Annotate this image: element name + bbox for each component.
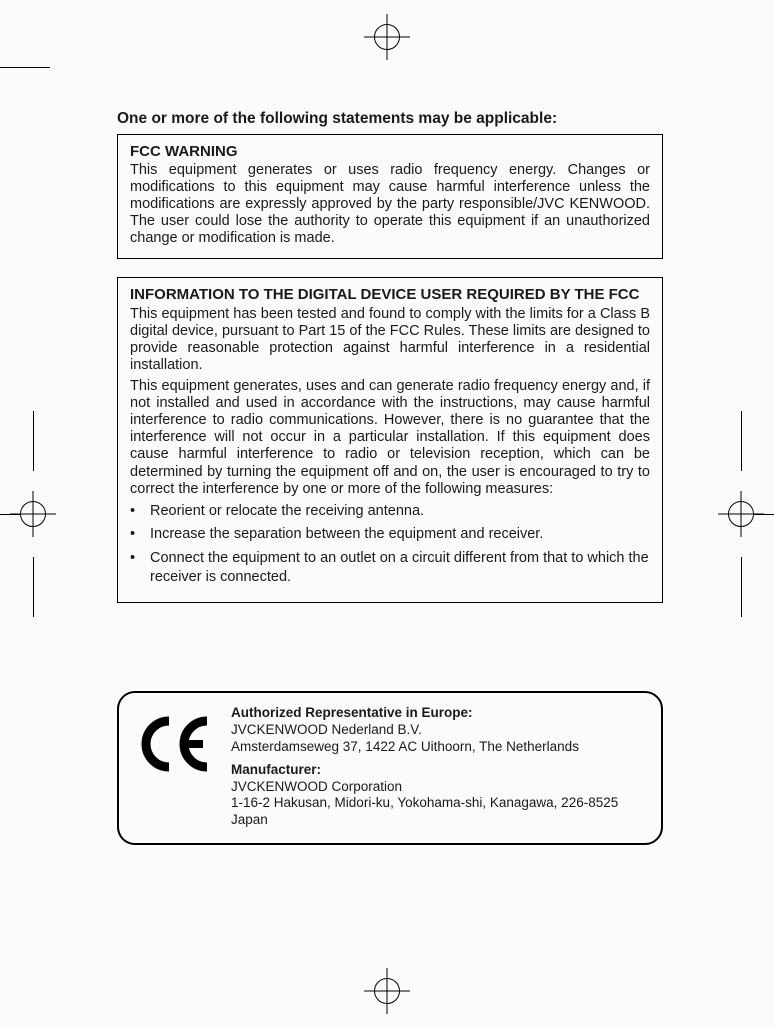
fcc-warning-title: FCC WARNING [130, 143, 650, 160]
ce-text: Authorized Representative in Europe: JVC… [231, 705, 645, 829]
fcc-info-bullets: Reorient or relocate the receiving anten… [130, 502, 650, 588]
fcc-info-box: INFORMATION TO THE DIGITAL DEVICE USER R… [117, 277, 663, 603]
ce-rep-block: Authorized Representative in Europe: JVC… [231, 705, 645, 756]
registration-mark-left [20, 501, 46, 527]
page: One or more of the following statements … [0, 0, 774, 1028]
ce-box: Authorized Representative in Europe: JVC… [117, 691, 663, 845]
ce-rep-address: Amsterdamseweg 37, 1422 AC Uithoorn, The… [231, 739, 645, 756]
content-area: One or more of the following statements … [117, 110, 663, 845]
ce-rep-label: Authorized Representative in Europe: [231, 705, 645, 722]
ce-mark-icon [135, 705, 215, 778]
page-heading: One or more of the following statements … [117, 110, 663, 128]
fcc-info-title: INFORMATION TO THE DIGITAL DEVICE USER R… [130, 286, 650, 304]
ce-mfr-block: Manufacturer: JVCKENWOOD Corporation 1-1… [231, 762, 645, 830]
ce-rep-company: JVCKENWOOD Nederland B.V. [231, 722, 645, 739]
fcc-warning-box: FCC WARNING This equipment generates or … [117, 134, 663, 259]
crop-line [0, 67, 50, 68]
bullet-item: Increase the separation between the equi… [130, 525, 650, 545]
ce-mfr-company: JVCKENWOOD Corporation [231, 779, 645, 796]
fcc-warning-body: This equipment generates or uses radio f… [130, 162, 650, 248]
ce-mfr-label: Manufacturer: [231, 762, 645, 779]
bullet-item: Connect the equipment to an outlet on a … [130, 549, 650, 588]
fcc-info-p1: This equipment has been tested and found… [130, 306, 650, 374]
registration-mark-top [374, 24, 400, 50]
registration-mark-right [728, 501, 754, 527]
ce-mfr-address: 1-16-2 Hakusan, Midori-ku, Yokohama-shi,… [231, 795, 645, 829]
bullet-item: Reorient or relocate the receiving anten… [130, 502, 650, 522]
fcc-info-p2: This equipment generates, uses and can g… [130, 378, 650, 498]
registration-mark-bottom [374, 978, 400, 1004]
